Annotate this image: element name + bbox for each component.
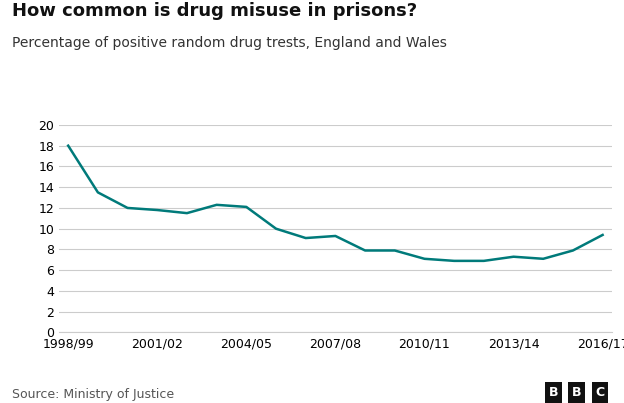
Text: Percentage of positive random drug trests, England and Wales: Percentage of positive random drug trest… — [12, 36, 447, 50]
Text: How common is drug misuse in prisons?: How common is drug misuse in prisons? — [12, 2, 417, 20]
Text: C: C — [595, 386, 605, 399]
Text: B: B — [572, 386, 582, 399]
Text: B: B — [549, 386, 558, 399]
Text: Source: Ministry of Justice: Source: Ministry of Justice — [12, 388, 175, 401]
